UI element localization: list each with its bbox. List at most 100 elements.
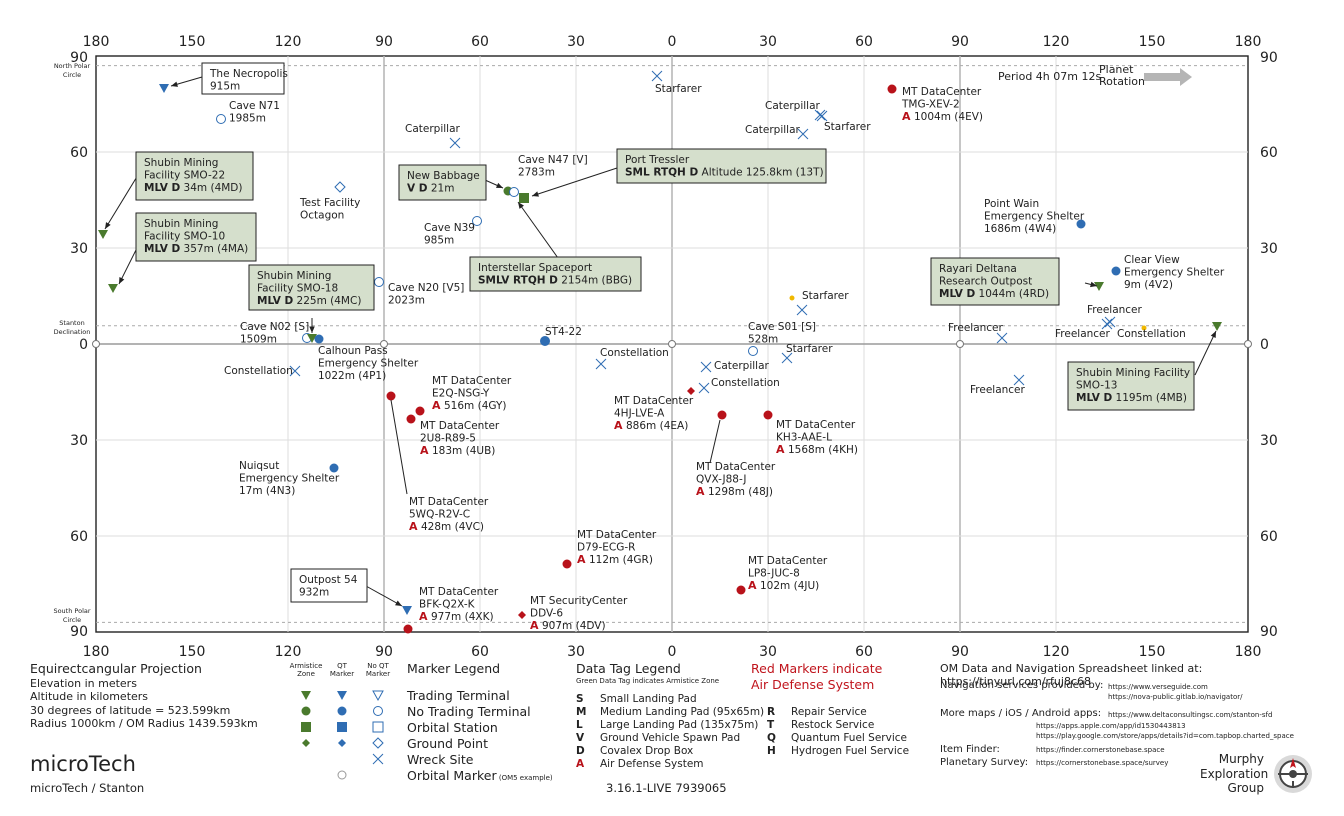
more-url[interactable]: https://www.deltaconsultingsc.com/stanto… (1108, 711, 1273, 719)
caterpillar-1-label: Caterpillar (405, 123, 461, 135)
air-defense-icon: A (614, 419, 623, 432)
marker-legend-item: Wreck Site (407, 752, 474, 767)
arrowhead-icon (395, 600, 402, 606)
label-line: Starfarer (786, 343, 833, 355)
label-line: 1509m (240, 334, 277, 346)
label-line: 5WQ-R2V-C (409, 509, 470, 521)
top-lon-tick: 30 (759, 34, 777, 50)
arrowhead-icon (1090, 281, 1097, 288)
label-line: MT DataCenter (577, 529, 657, 541)
more-url[interactable]: https://play.google.com/store/apps/detai… (1036, 732, 1294, 740)
label-line: MT DataCenter (696, 461, 776, 473)
label-line: MT DataCenter (902, 86, 982, 98)
cave-n39-marker (472, 216, 482, 226)
caterpillar-4-label: Caterpillar (714, 360, 770, 372)
nav-urls[interactable]: https://www.verseguide.com https://nova-p… (1108, 682, 1243, 702)
more-urls[interactable]: https://www.deltaconsultingsc.com/stanto… (1036, 710, 1294, 742)
freelancer-wreck-icon (996, 332, 1008, 344)
necropolis-marker (159, 84, 169, 93)
test-facility-marker (334, 181, 346, 193)
marker-legend-icons (301, 690, 384, 780)
callout-line: The Necropolis (209, 68, 288, 80)
data-tag-desc: Restock Service (791, 719, 875, 731)
air-defense-icon: A (776, 443, 785, 456)
ddv-securitycenter-marker (518, 611, 526, 619)
callout-detail: 21m (428, 183, 455, 195)
data-tag-desc: Ground Vehicle Spawn Pad (600, 732, 741, 744)
label-line: Emergency Shelter (318, 358, 419, 370)
data-tag-item: V Ground Vehicle Spawn Pad (576, 732, 740, 744)
data-tag-desc: Medium Landing Pad (95x65m) (600, 706, 765, 718)
projection-line: Elevation in meters (30, 677, 137, 690)
starfarer-star-icon (789, 295, 795, 301)
leader-line (104, 174, 139, 230)
label-line: Clear View (1124, 254, 1180, 266)
label-line: Cave N39 (424, 222, 475, 234)
label-line: KH3-AAE-L (776, 432, 832, 444)
legend-square-icon (337, 722, 347, 732)
constellation-star-icon (1141, 325, 1147, 331)
left-lat-tick: 90 (70, 50, 88, 66)
callout-code: MLV D 357m (4MA) (144, 243, 248, 255)
survey-url[interactable]: https://cornerstonebase.space/survey (1036, 759, 1169, 767)
caterpillar-3-label: Caterpillar (745, 124, 801, 136)
label-line: Freelancer (1087, 304, 1143, 316)
legend-dot-icon (337, 706, 347, 716)
more-url[interactable]: https://apps.apple.com/app/id1530443813 (1036, 721, 1186, 730)
data-tag-key: S (576, 693, 584, 705)
item-finder-url[interactable]: https://finder.cornerstonebase.space (1036, 746, 1165, 754)
cave-n20-label: Cave N20 [V5]2023m (388, 282, 464, 307)
data-tag-item: M Medium Landing Pad (95x65m) (576, 706, 764, 718)
callout-detail: 225m (4MC) (293, 295, 361, 307)
callout-box (290, 568, 368, 603)
marker-legend-item: Orbital Station (407, 720, 498, 735)
orbital-marker-icon (668, 340, 676, 348)
bottom-lon-tick: 150 (1139, 644, 1166, 660)
st4-22-dot (540, 336, 550, 346)
data-tag-key: L (576, 719, 583, 731)
bottom-lon-tick: 150 (179, 644, 206, 660)
south-polar-label: Circle (63, 616, 81, 624)
point-wain-marker (1076, 219, 1086, 229)
legend-open-square-icon (372, 721, 384, 733)
orbital-example: (OM5 example) (496, 774, 553, 782)
marker-legend-item: Ground Point (407, 736, 488, 751)
om-link[interactable]: OM Data and Navigation Spreadsheet linke… (940, 662, 1203, 688)
data-tag-desc: Hydrogen Fuel Service (791, 745, 910, 757)
left-lat-tick: 90 (70, 624, 88, 640)
legend-dot-icon (301, 706, 311, 716)
leader-line (118, 247, 138, 285)
label-line: MT DataCenter (776, 419, 856, 431)
cave-s01-label: Cave S01 [S]528m (748, 321, 816, 346)
data-tag-key: T (767, 719, 775, 731)
red-note-line: Air Defense System (751, 677, 875, 692)
d79-datacenter-marker (562, 559, 572, 569)
nav-url[interactable]: https://nova-public.gitlab.io/navigator/ (1108, 693, 1243, 701)
callout-box (616, 148, 827, 184)
right-lat-tick: 90 (1260, 50, 1278, 66)
arrowhead-icon (496, 182, 503, 188)
clear-view-marker (1111, 266, 1121, 276)
label-line: Constellation (224, 365, 293, 377)
label-line: 1985m (229, 113, 266, 125)
label-line: Calhoun Pass (318, 345, 388, 357)
orbital-marker-icon (92, 340, 100, 348)
group-name-line: Murphy (1218, 752, 1264, 766)
right-lat-tick: 0 (1260, 337, 1269, 353)
label-line: Constellation (1117, 328, 1186, 340)
callout-code: MLV D 1195m (4MB) (1076, 392, 1187, 404)
nav-url[interactable]: https://www.verseguide.com (1108, 683, 1208, 691)
freelancer-1-label: Freelancer (1087, 304, 1143, 316)
starfarer-3-label: Starfarer (802, 290, 849, 302)
air-defense-icon: A (696, 485, 705, 498)
data-tag-key: R (767, 706, 776, 718)
legend-diamond-icon (302, 739, 310, 747)
